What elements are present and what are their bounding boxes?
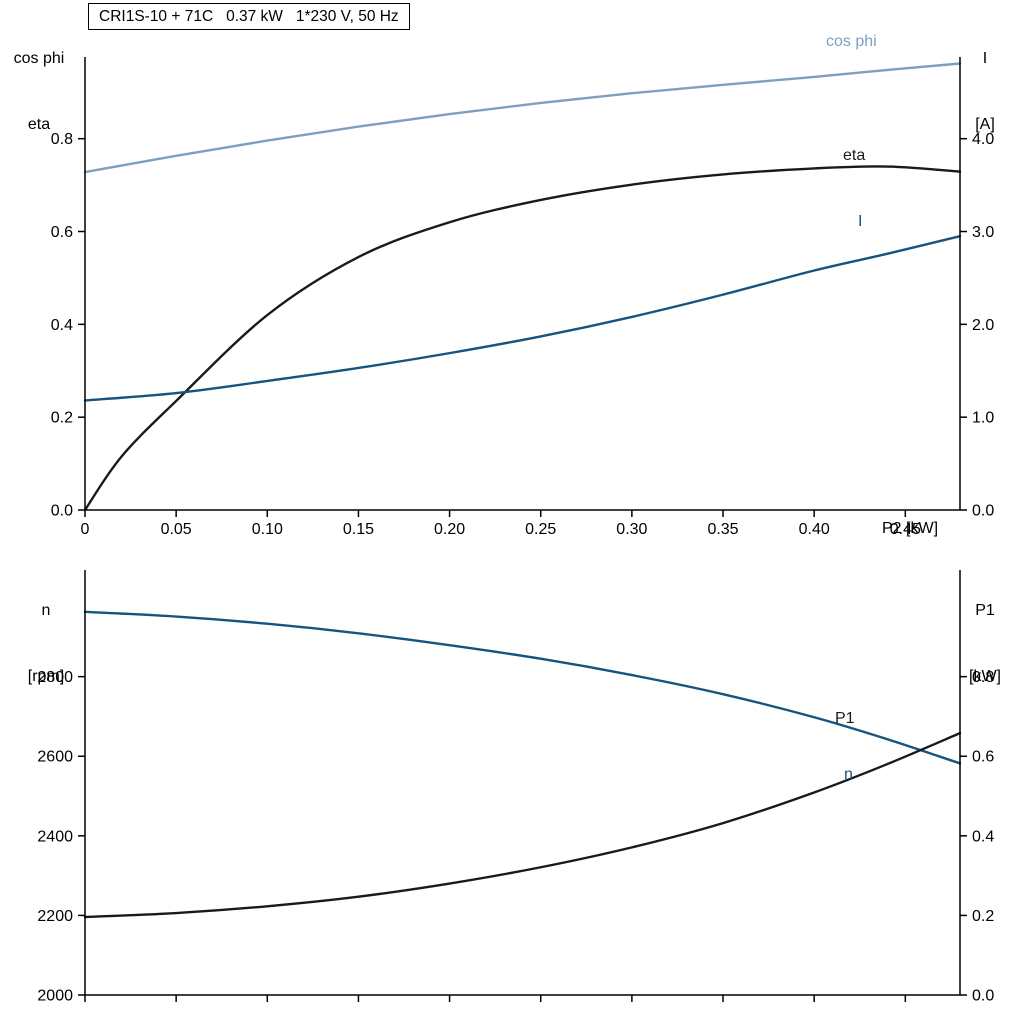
left-tick-label: 0.8 xyxy=(51,131,73,148)
left-tick-label: 2600 xyxy=(37,749,73,766)
left-tick-label: 0.0 xyxy=(51,503,73,520)
curve-n xyxy=(83,610,962,765)
curve-I xyxy=(83,234,962,402)
left-tick-label: 0.6 xyxy=(51,224,73,241)
speed-axis-label-line2: [rpm] xyxy=(27,668,65,685)
x-tick-label: 0.05 xyxy=(161,521,192,538)
x-tick-label: 0.45 xyxy=(890,521,921,538)
left-tick-label: 0.4 xyxy=(51,317,73,334)
right-tick-label: 0.0 xyxy=(972,988,994,1005)
x-tick-label: 0.20 xyxy=(434,521,465,538)
left-tick-label: 2400 xyxy=(37,828,73,845)
x-tick-label: 0 xyxy=(81,521,90,538)
x-tick-label: 0.40 xyxy=(799,521,830,538)
left-tick-label: 2000 xyxy=(37,988,73,1005)
bottom-left-axis-label: n [rpm] xyxy=(12,556,80,732)
right-axis-label-line2: [A] xyxy=(975,116,995,133)
right-tick-label: 0.2 xyxy=(972,908,994,925)
curve-P1 xyxy=(83,731,962,919)
speed-axis-label-line1: n xyxy=(41,602,51,619)
left-axis-label-line1: cos phi xyxy=(13,50,65,67)
chart-title-box: CRI1S-10 + 71C 0.37 kW 1*230 V, 50 Hz xyxy=(88,3,410,30)
curve-label-I: I xyxy=(858,213,863,230)
x-tick-label: 0.25 xyxy=(525,521,556,538)
left-tick-label: 2800 xyxy=(37,669,73,686)
x-tick-label: 0.35 xyxy=(707,521,738,538)
right-tick-label: 0.6 xyxy=(972,749,994,766)
left-axis-label-line2: eta xyxy=(27,116,51,133)
right-tick-label: 0.8 xyxy=(972,669,994,686)
power-axis-label-line1: P1 xyxy=(975,602,995,619)
power-axis-label-line2: [kW] xyxy=(969,668,1001,685)
curve-label-n: n xyxy=(844,766,853,783)
curve-label-cos-phi: cos phi xyxy=(826,33,877,50)
curve-label-P1: P1 xyxy=(835,710,855,727)
left-tick-label: 2200 xyxy=(37,908,73,925)
left-tick-label: 0.2 xyxy=(51,410,73,427)
x-tick-label: 0.30 xyxy=(616,521,647,538)
right-tick-label: 0.0 xyxy=(972,503,994,520)
curve-cos-phi xyxy=(83,62,962,174)
right-tick-label: 1.0 xyxy=(972,410,994,427)
x-tick-label: 0.15 xyxy=(343,521,374,538)
x-axis-label: P2 [kW] xyxy=(882,520,939,537)
top-left-axis-label: cos phi eta xyxy=(4,4,74,180)
curve-eta xyxy=(83,165,962,512)
right-tick-label: 3.0 xyxy=(972,224,994,241)
top-right-axis-label: I [A] xyxy=(952,4,1018,180)
right-tick-label: 4.0 xyxy=(972,131,994,148)
right-axis-label-line1: I xyxy=(982,50,988,67)
x-tick-label: 0.10 xyxy=(252,521,283,538)
bottom-right-axis-label: P1 [kW] xyxy=(952,556,1018,732)
right-tick-label: 2.0 xyxy=(972,317,994,334)
curve-label-eta: eta xyxy=(843,147,866,164)
right-tick-label: 0.4 xyxy=(972,828,994,845)
